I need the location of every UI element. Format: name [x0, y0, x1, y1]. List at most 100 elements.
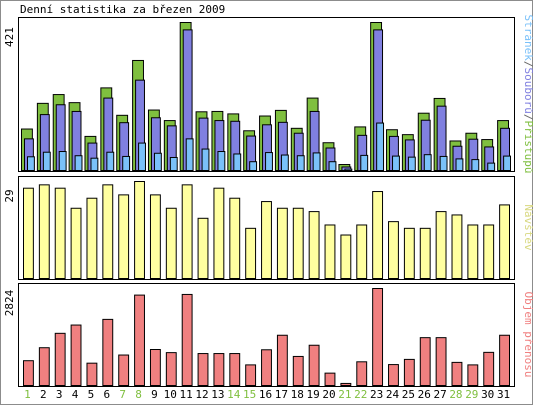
bar-day-29	[467, 224, 479, 279]
bar-day-3	[54, 332, 66, 386]
bar-stránek-day-23	[376, 122, 385, 171]
x-tick-label-29: 29	[465, 388, 478, 401]
x-tick-label-27: 27	[433, 388, 446, 401]
x-tick-label-15: 15	[243, 388, 256, 401]
x-tick-label-7: 7	[119, 388, 126, 401]
bar-day-13	[213, 187, 225, 279]
bar-stránek-day-25	[407, 156, 416, 171]
x-tick-label-20: 20	[322, 388, 335, 401]
bar-day-1	[23, 187, 34, 279]
y-max-label: 2824	[3, 289, 16, 316]
bar-stránek-day-30	[487, 162, 496, 172]
x-tick-label-25: 25	[402, 388, 415, 401]
x-tick-label-1: 1	[24, 388, 31, 401]
bar-day-28	[451, 214, 463, 279]
bar-stránek-day-5	[90, 157, 99, 172]
x-tick-label-10: 10	[164, 388, 177, 401]
bar-day-11	[181, 184, 193, 280]
legend-part: /	[522, 114, 533, 121]
bar-day-11	[181, 293, 193, 387]
x-tick-label-9: 9	[151, 388, 158, 401]
bar-day-3	[54, 187, 66, 279]
bar-day-4	[70, 324, 82, 387]
bar-day-14	[229, 353, 241, 386]
bar-day-8	[134, 294, 145, 387]
bar-stránek-day-18	[296, 155, 305, 171]
panel-3: 2824 Objem přenosu	[3, 283, 533, 387]
bar-stránek-day-16	[265, 152, 273, 171]
bar-day-24	[388, 364, 399, 386]
bar-stránek-day-3	[58, 151, 67, 172]
bar-day-6	[102, 318, 114, 386]
bar-stránek-day-8	[138, 142, 146, 172]
x-tick-label-26: 26	[418, 388, 431, 401]
bar-day-5	[86, 197, 98, 279]
bar-day-25	[403, 227, 415, 280]
x-tick-label-28: 28	[449, 388, 462, 401]
bar-stránek-day-13	[217, 151, 226, 172]
bar-day-2	[38, 184, 50, 280]
bar-day-13	[213, 353, 225, 386]
bar-stránek-day-10	[169, 156, 178, 171]
bar-stránek-day-31	[503, 155, 511, 172]
bar-day-20	[324, 224, 336, 279]
bar-day-10	[165, 207, 177, 279]
bar-day-4	[70, 207, 82, 279]
x-tick-label-16: 16	[259, 388, 272, 401]
y-max-label: 421	[3, 27, 16, 47]
bar-day-9	[149, 349, 161, 387]
bar-stránek-day-14	[233, 153, 242, 171]
bar-day-26	[419, 337, 431, 386]
x-tick-label-30: 30	[481, 388, 494, 401]
x-tick-label-22: 22	[354, 388, 367, 401]
x-tick-label-3: 3	[56, 388, 63, 401]
x-tick-label-8: 8	[135, 388, 142, 401]
x-tick-label-19: 19	[306, 388, 319, 401]
bar-day-7	[118, 194, 130, 279]
bar-day-19	[308, 211, 320, 280]
bar-day-22	[356, 224, 368, 279]
bar-stránek-day-29	[471, 159, 480, 172]
side-legend-label: Návštěv	[522, 204, 533, 251]
bar-day-10	[165, 352, 177, 386]
x-tick-label-31: 31	[497, 388, 510, 401]
bar-day-30	[483, 224, 495, 279]
bar-day-19	[308, 344, 320, 386]
x-tick-label-5: 5	[88, 388, 95, 401]
bar-day-16	[261, 201, 272, 280]
bar-stránek-day-26	[423, 154, 432, 172]
x-tick-label-11: 11	[180, 388, 193, 401]
bar-stránek-day-21	[344, 168, 353, 172]
bar-day-17	[276, 207, 288, 279]
bar-day-31	[499, 204, 510, 279]
bar-stránek-day-15	[249, 161, 258, 171]
side-legend-label: Objem přenosu	[522, 291, 533, 377]
bar-stránek-day-7	[122, 155, 131, 172]
bar-day-23	[372, 288, 384, 386]
legend-part: /	[522, 61, 533, 68]
bar-day-30	[483, 351, 495, 387]
bar-day-18	[292, 355, 304, 387]
bar-stránek-day-27	[439, 155, 448, 172]
x-tick-label-4: 4	[72, 388, 79, 401]
panel-2: 29 Návštěv	[3, 176, 533, 280]
bar-day-21	[340, 382, 352, 386]
x-tick-label-6: 6	[103, 388, 110, 401]
bar-day-24	[388, 221, 399, 279]
bar-day-31	[499, 334, 510, 386]
x-tick-label-18: 18	[291, 388, 304, 401]
bar-day-16	[261, 349, 272, 386]
y-max-label: 29	[3, 189, 16, 202]
bar-day-7	[118, 354, 130, 386]
bar-day-27	[435, 337, 447, 386]
bar-day-17	[276, 334, 288, 386]
x-tick-label-17: 17	[275, 388, 288, 401]
bar-day-9	[149, 194, 161, 279]
bar-day-29	[467, 364, 479, 386]
side-legend-label: Stránek/Souborů/Přístupů	[522, 15, 533, 174]
bar-day-2	[38, 347, 50, 386]
bar-stránek-day-28	[455, 158, 464, 171]
x-tick-label-14: 14	[227, 388, 241, 401]
